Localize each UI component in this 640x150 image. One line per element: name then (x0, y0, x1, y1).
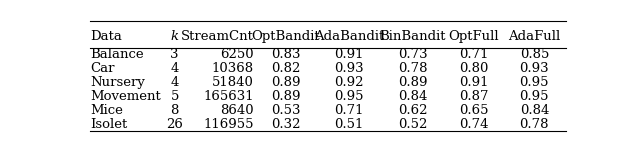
Text: 6250: 6250 (220, 48, 254, 62)
Text: 0.85: 0.85 (520, 48, 549, 62)
Text: BinBandit: BinBandit (380, 30, 446, 43)
Text: 0.74: 0.74 (459, 118, 488, 131)
Text: Mice: Mice (90, 104, 123, 117)
Text: 0.84: 0.84 (398, 90, 428, 103)
Text: 0.73: 0.73 (398, 48, 428, 62)
Text: 0.91: 0.91 (335, 48, 364, 62)
Text: 0.53: 0.53 (271, 104, 300, 117)
Text: 0.52: 0.52 (398, 118, 428, 131)
Text: 0.92: 0.92 (335, 76, 364, 89)
Text: 0.95: 0.95 (520, 76, 549, 89)
Text: 116955: 116955 (204, 118, 254, 131)
Text: 8640: 8640 (220, 104, 254, 117)
Text: 0.32: 0.32 (271, 118, 300, 131)
Text: 0.93: 0.93 (520, 62, 549, 75)
Text: 0.65: 0.65 (459, 104, 488, 117)
Text: OptFull: OptFull (448, 30, 499, 43)
Text: 0.93: 0.93 (334, 62, 364, 75)
Text: AdaBandit: AdaBandit (314, 30, 384, 43)
Text: 0.71: 0.71 (335, 104, 364, 117)
Text: 0.87: 0.87 (459, 90, 488, 103)
Text: Movement: Movement (90, 90, 161, 103)
Text: StreamCnt: StreamCnt (181, 30, 254, 43)
Text: 0.95: 0.95 (335, 90, 364, 103)
Text: 5: 5 (170, 90, 179, 103)
Text: 0.82: 0.82 (271, 62, 300, 75)
Text: 0.51: 0.51 (335, 118, 364, 131)
Text: 8: 8 (170, 104, 179, 117)
Text: k: k (171, 30, 179, 43)
Text: Balance: Balance (90, 48, 143, 62)
Text: Nursery: Nursery (90, 76, 145, 89)
Text: 0.95: 0.95 (520, 90, 549, 103)
Text: 4: 4 (170, 62, 179, 75)
Text: AdaFull: AdaFull (508, 30, 561, 43)
Text: 165631: 165631 (204, 90, 254, 103)
Text: 0.78: 0.78 (398, 62, 428, 75)
Text: 26: 26 (166, 118, 183, 131)
Text: 0.89: 0.89 (271, 76, 300, 89)
Text: 0.83: 0.83 (271, 48, 300, 62)
Text: 0.91: 0.91 (459, 76, 488, 89)
Text: 0.71: 0.71 (459, 48, 488, 62)
Text: 0.62: 0.62 (398, 104, 428, 117)
Text: 0.84: 0.84 (520, 104, 549, 117)
Text: Data: Data (90, 30, 122, 43)
Text: 0.89: 0.89 (398, 76, 428, 89)
Text: 3: 3 (170, 48, 179, 62)
Text: 0.80: 0.80 (459, 62, 488, 75)
Text: 0.89: 0.89 (271, 90, 300, 103)
Text: OptBandit: OptBandit (252, 30, 320, 43)
Text: Car: Car (90, 62, 115, 75)
Text: 4: 4 (170, 76, 179, 89)
Text: 10368: 10368 (212, 62, 254, 75)
Text: Isolet: Isolet (90, 118, 127, 131)
Text: 0.78: 0.78 (520, 118, 549, 131)
Text: 51840: 51840 (212, 76, 254, 89)
